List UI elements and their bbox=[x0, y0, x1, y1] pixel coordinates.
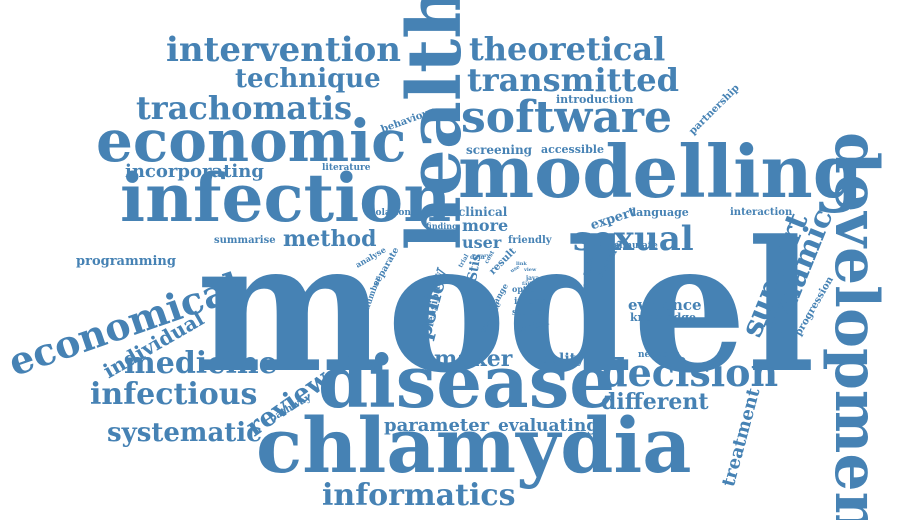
word-software: software bbox=[461, 92, 672, 143]
word-evaluating: evaluating bbox=[498, 416, 599, 436]
word-development: development bbox=[821, 132, 891, 520]
word-fail: fail bbox=[522, 281, 532, 287]
word-simulate: simulate bbox=[614, 241, 658, 251]
word-network: network bbox=[638, 350, 680, 360]
word-interaction: interaction bbox=[730, 207, 793, 218]
word-data: data bbox=[470, 254, 485, 261]
word-language: language bbox=[632, 206, 689, 219]
word-trachomatis: trachomatis bbox=[136, 89, 353, 127]
word-different: different bbox=[601, 389, 709, 415]
word-programming: programming bbox=[76, 254, 176, 269]
word-modelling: modelling bbox=[458, 129, 864, 214]
word-method: method bbox=[283, 226, 377, 252]
word-transmitted: transmitted bbox=[467, 61, 679, 99]
word-infectious: infectious bbox=[90, 377, 258, 412]
word-maker: maker bbox=[434, 346, 513, 372]
word-economic: economic bbox=[96, 107, 407, 175]
word-introduction: introduction bbox=[556, 93, 634, 106]
word-summarise: summarise bbox=[214, 235, 276, 246]
word-disease: disease bbox=[318, 339, 616, 424]
word-more: more bbox=[462, 216, 509, 235]
word-isolation: isolation bbox=[367, 208, 411, 218]
word-systematic: systematic bbox=[107, 418, 263, 448]
word-view: view bbox=[524, 267, 537, 273]
word-friendly: friendly bbox=[508, 235, 552, 246]
word-knowledge: knowledge bbox=[630, 311, 696, 324]
word-technique: technique bbox=[235, 64, 381, 94]
word-sexual: sexual bbox=[573, 219, 694, 259]
word-literature: literature bbox=[322, 163, 371, 173]
word-studies: studies bbox=[512, 308, 549, 318]
word-option: option bbox=[512, 284, 541, 294]
word-parameter: parameter bbox=[384, 415, 490, 436]
word-quality: quality bbox=[530, 351, 585, 367]
word-informatics: informatics bbox=[322, 478, 516, 513]
word-chlamydia: chlamydia bbox=[256, 401, 692, 490]
word-link: link bbox=[516, 261, 527, 267]
word-accessible: accessible bbox=[541, 143, 604, 156]
word-finding: finding bbox=[426, 221, 458, 231]
word-clinical: clinical bbox=[458, 205, 508, 219]
word-screening: screening bbox=[466, 143, 533, 157]
word-vary: vary bbox=[478, 253, 490, 259]
word-inform: inform bbox=[514, 297, 549, 307]
word-java: java bbox=[526, 275, 540, 282]
word-model: model bbox=[196, 202, 816, 413]
word-user: user bbox=[462, 233, 502, 252]
word-evidence: evidence bbox=[628, 296, 702, 314]
word-incorporating: incorporating bbox=[125, 161, 264, 182]
word-intervention: intervention bbox=[166, 30, 402, 70]
word-infection: infection bbox=[120, 159, 452, 237]
word-decision: decision bbox=[601, 350, 779, 395]
word-theoretical: theoretical bbox=[469, 30, 666, 68]
word-medicine: medicine bbox=[124, 346, 278, 381]
